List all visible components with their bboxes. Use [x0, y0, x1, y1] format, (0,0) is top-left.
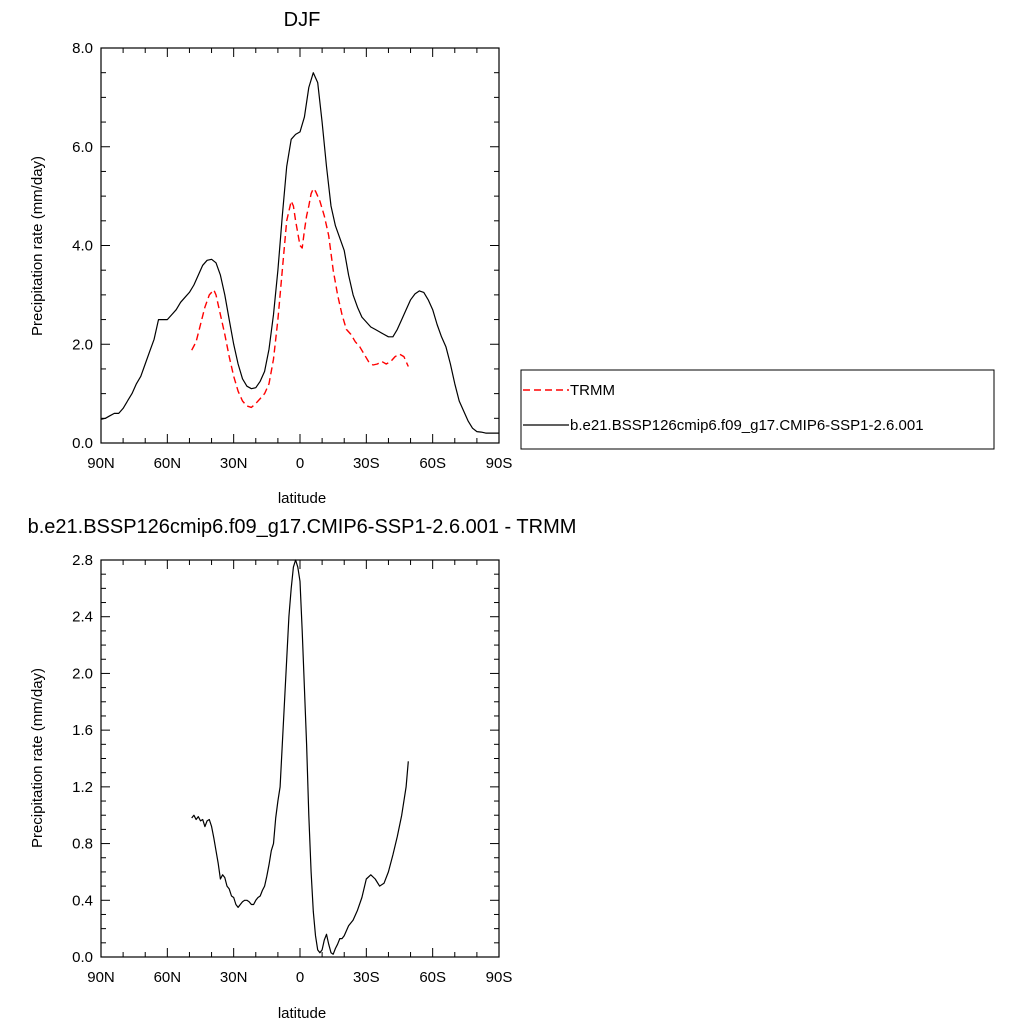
x-tick-label: 30S [353, 455, 380, 472]
x-tick-label: 90S [486, 455, 513, 472]
chart-djf: DJF 90N 60N 30N 0 30S 60S 90S 0.0 2.0 4.0 6.0 8.0 l… [29, 9, 995, 507]
series-line-trmm [191, 187, 409, 409]
x-tick-label: 0 [296, 455, 304, 472]
plot-frame [100, 47, 500, 444]
x-axis-label: latitude [278, 490, 326, 507]
series-line-model [100, 72, 499, 434]
chart-title: b.e21.BSSP126cmip6.f09_g17.CMIP6-SSP1-2.… [28, 516, 577, 538]
series-line-model [191, 559, 409, 955]
x-tick-label: 30S [353, 969, 380, 986]
x-tick-label: 30N [220, 455, 248, 472]
y-tick-label: 8.0 [72, 40, 93, 57]
legend-box [520, 369, 995, 450]
y-tick-label: 2.4 [72, 609, 93, 626]
legend: TRMM b.e21.BSSP126cmip6.f09_g17.CMIP6-SS… [520, 369, 995, 450]
chart-title: DJF [284, 9, 321, 31]
x-tick-label: 90N [87, 455, 115, 472]
axis-ticks: 90N 60N 30N 0 30S 60S 90S 0.0 0.4 0.8 1.2 1.6 2.0 2.4… [72, 552, 512, 986]
y-tick-label: 0.0 [72, 435, 93, 452]
legend-label-model: b.e21.BSSP126cmip6.f09_g17.CMIP6-SSP1-2.… [570, 417, 924, 434]
y-tick-label: 6.0 [72, 139, 93, 156]
y-tick-label: 0.0 [72, 949, 93, 966]
y-axis-label: Precipitation rate (mm/day) [29, 668, 46, 848]
x-tick-label: 60N [154, 969, 182, 986]
y-tick-label: 1.6 [72, 722, 93, 739]
x-tick-label: 90S [486, 969, 513, 986]
x-tick-label: 60S [419, 969, 446, 986]
x-tick-label: 0 [296, 969, 304, 986]
legend-label-trmm: TRMM [570, 382, 615, 399]
plot-frame [100, 559, 500, 958]
series-lines [191, 559, 409, 955]
y-tick-label: 0.8 [72, 836, 93, 853]
y-axis-label: Precipitation rate (mm/day) [29, 156, 46, 336]
x-tick-label: 60N [154, 455, 182, 472]
x-axis-label: latitude [278, 1005, 326, 1022]
x-tick-label: 60S [419, 455, 446, 472]
y-tick-label: 4.0 [72, 238, 93, 255]
y-tick-label: 1.2 [72, 779, 93, 796]
y-tick-label: 2.0 [72, 665, 93, 682]
x-tick-label: 30N [220, 969, 248, 986]
chart-difference: b.e21.BSSP126cmip6.f09_g17.CMIP6-SSP1-2.… [28, 516, 577, 1022]
y-tick-label: 2.8 [72, 552, 93, 569]
y-tick-label: 2.0 [72, 336, 93, 353]
series-lines [100, 72, 499, 434]
axis-ticks: 90N 60N 30N 0 30S 60S 90S 0.0 2.0 4.0 6.0 8.0 [72, 40, 512, 472]
y-tick-label: 0.4 [72, 892, 93, 909]
x-tick-label: 90N [87, 969, 115, 986]
